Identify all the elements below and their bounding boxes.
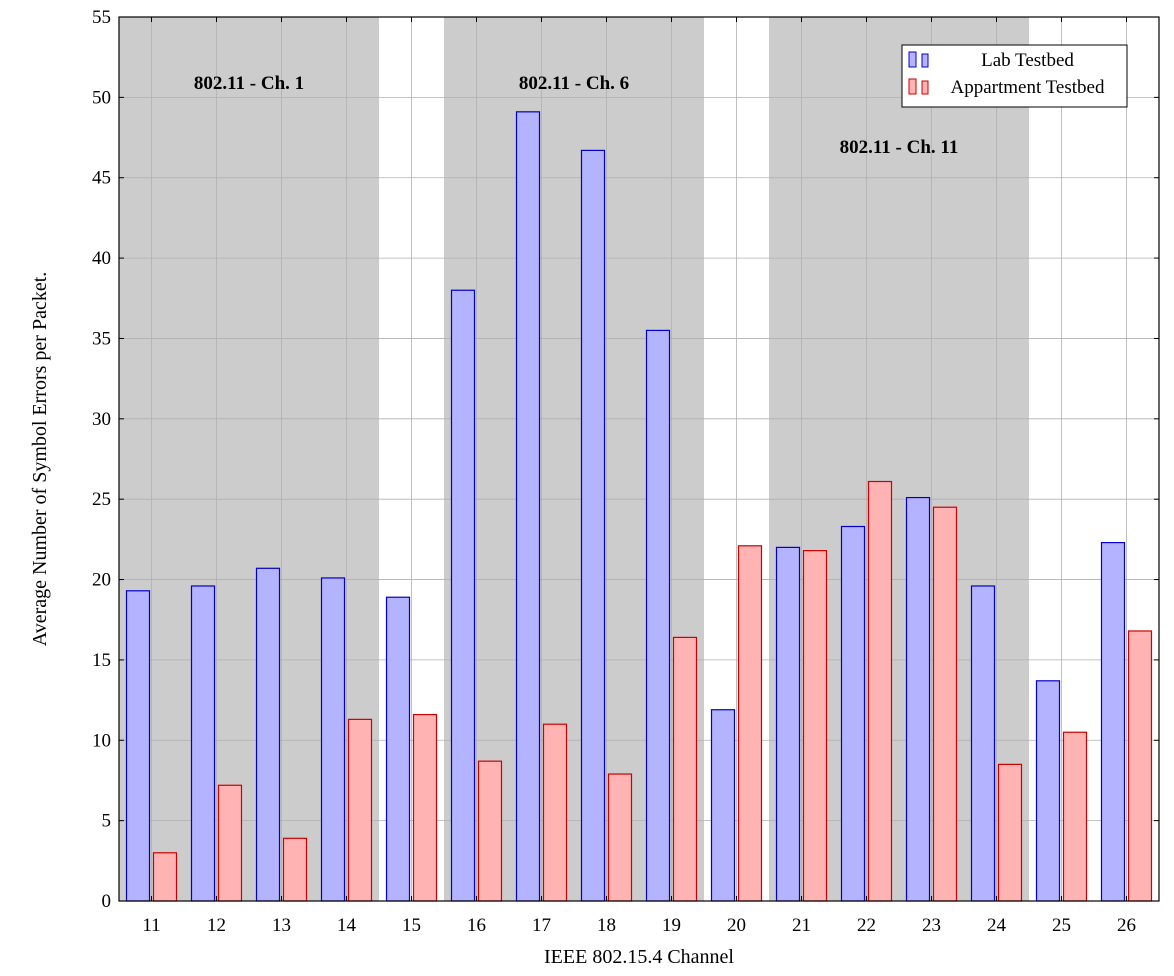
bar-lab-23 [905,496,931,902]
y-tick-label: 0 [102,891,112,912]
bar-apartment-26 [1127,630,1153,902]
y-tick-label: 50 [92,87,111,108]
legend-swatch [921,53,929,68]
bar-apartment-16 [477,760,503,902]
bar-lab-15 [385,596,411,902]
bar-apartment-22 [867,480,893,902]
bar-lab-16 [450,289,476,902]
bar-lab-13 [255,567,281,902]
bar-apartment-25 [1062,731,1088,902]
x-tick-label: 15 [402,915,421,936]
bar-lab-20 [710,709,736,902]
x-tick-label: 21 [792,915,811,936]
plot-frame [118,16,1160,902]
x-tick-label: 22 [857,915,876,936]
bar-lab-22 [840,525,866,902]
x-tick-label: 19 [662,915,681,936]
bar-apartment-24 [997,763,1023,902]
x-tick-label: 24 [987,915,1007,936]
band-label: 802.11 - Ch. 11 [840,137,959,158]
band-label: 802.11 - Ch. 1 [194,73,304,94]
bar-lab-26 [1100,541,1126,902]
y-tick-label: 35 [92,328,111,349]
axis-ticks: 0 5 10 15 20 25 30 35 40 45 50 55 11 12 13 14 15 16 17 18 19… [92,7,1159,936]
x-tick-label: 12 [207,915,226,936]
x-tick-label: 11 [142,915,160,936]
y-tick-label: 10 [92,730,111,751]
bar-lab-11 [125,590,151,902]
legend-label: Lab Testbed [981,50,1074,71]
bar-lab-21 [775,546,801,902]
x-tick-label: 20 [727,915,746,936]
y-tick-label: 25 [92,489,111,510]
band-labels: 802.11 - Ch. 1 802.11 - Ch. 6 802.11 - Ch.… [194,73,959,158]
bar-apartment-17 [542,723,568,902]
bars [125,111,1153,902]
bar-lab-14 [320,577,346,902]
legend-label: Appartment Testbed [951,77,1105,98]
y-axis-label: Average Number of Symbol Errors per Pack… [29,272,51,647]
bar-apartment-19 [672,636,698,902]
x-tick-label: 14 [337,915,357,936]
bar-apartment-14 [347,718,373,902]
x-tick-label: 18 [597,915,616,936]
x-tick-label: 16 [467,915,486,936]
x-tick-label: 13 [272,915,291,936]
y-tick-label: 30 [92,409,111,430]
bar-apartment-18 [607,773,633,902]
bar-apartment-23 [932,506,958,902]
bar-apartment-15 [412,713,438,902]
legend: Lab Testbed Appartment Testbed [901,44,1128,108]
legend-swatch [908,51,917,68]
y-tick-label: 15 [92,650,111,671]
x-tick-label: 23 [922,915,941,936]
bar-apartment-21 [802,550,828,902]
bar-lab-12 [190,585,216,902]
bar-apartment-12 [217,784,243,902]
legend-swatch [921,80,929,95]
y-tick-label: 20 [92,570,111,591]
grid [119,16,1159,902]
bar-lab-17 [515,111,541,902]
y-tick-label: 45 [92,168,111,189]
band-label: 802.11 - Ch. 6 [519,73,629,94]
y-tick-label: 40 [92,248,111,269]
x-tick-label: 26 [1117,915,1136,936]
y-tick-label: 5 [102,811,112,832]
legend-box [901,44,1128,108]
bar-apartment-11 [152,852,178,902]
x-tick-label: 17 [532,915,551,936]
bar-apartment-13 [282,837,308,902]
x-tick-label: 25 [1052,915,1071,936]
bar-lab-18 [580,149,606,902]
x-axis-label: IEEE 802.15.4 Channel [544,946,734,968]
bar-apartment-20 [737,545,763,902]
bar-lab-19 [645,329,671,902]
y-tick-label: 55 [92,7,111,28]
bar-lab-25 [1035,680,1061,902]
bar-lab-24 [970,585,996,902]
legend-swatch [908,78,917,95]
